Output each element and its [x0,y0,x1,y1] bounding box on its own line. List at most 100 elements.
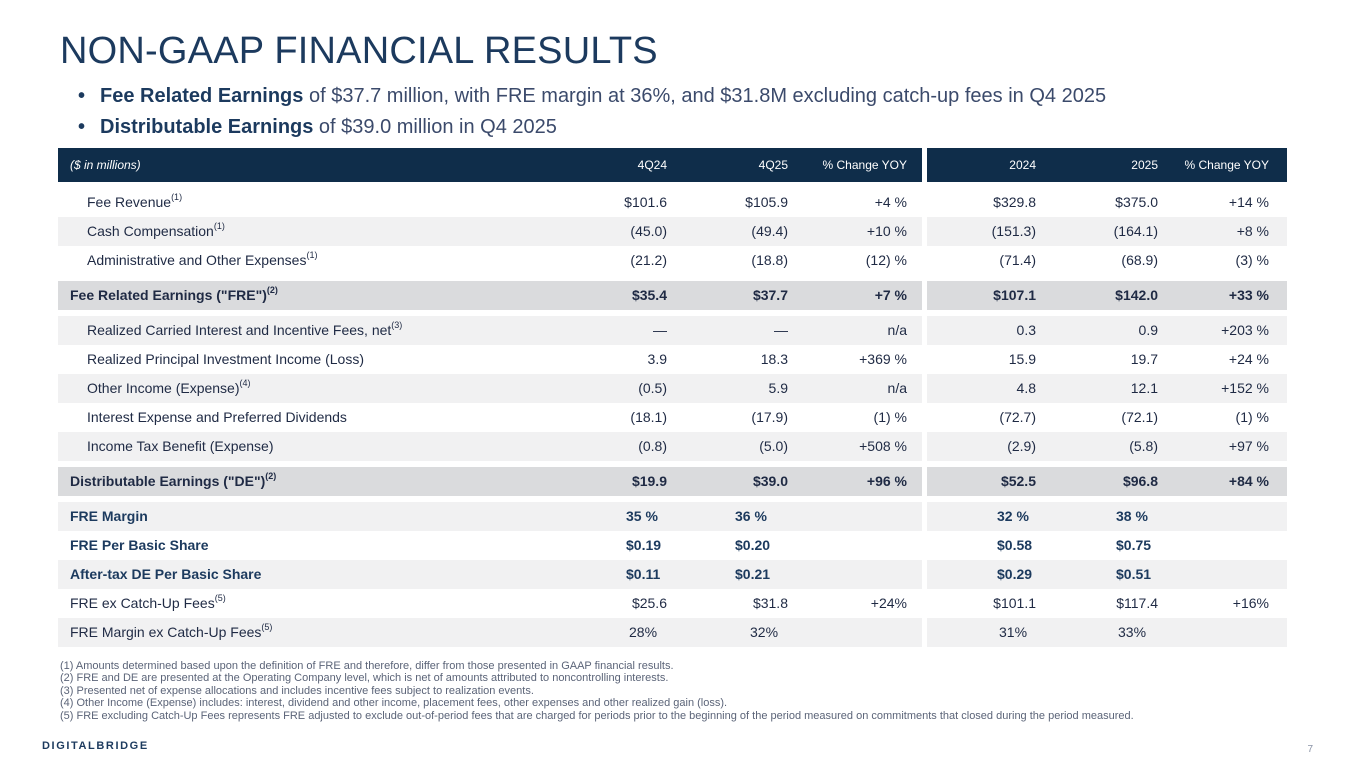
row-value: (1) % [873,409,907,425]
row-value: +203 % [1221,322,1269,338]
summary-bullets: • Fee Related Earnings of $37.7 million, … [78,82,1106,144]
table-row-principal-investment: Realized Principal Investment Income (Lo… [58,345,1287,374]
row-label: FRE Per Basic Share [70,537,209,553]
row-value: 32 % [997,508,1029,524]
row-value: $52.5 [1000,473,1036,489]
bullet-fre: • Fee Related Earnings of $37.7 million, … [78,82,1106,113]
row-value: (45.0) [630,223,667,239]
row-value: 35 % [626,508,658,524]
footnote: (4) Other Income (Expense) includes: int… [60,697,728,710]
header-quarter-change: % Change YOY [822,158,908,172]
row-value: +24 % [1228,351,1269,367]
row-value: $117.4 [1116,595,1158,611]
table-row-income-tax: Income Tax Benefit (Expense) (0.8) (5.0)… [58,432,1287,461]
header-4q24: 4Q24 [637,158,667,172]
row-label: After-tax DE Per Basic Share [70,566,262,582]
row-value: 18.3 [760,351,788,367]
row-label: Realized Carried Interest and Incentive … [87,320,403,338]
row-value: (3) % [1235,252,1269,268]
row-value: (0.5) [638,380,667,396]
row-value: $39.0 [752,473,788,489]
row-value: (18.8) [751,252,788,268]
row-value: $107.1 [993,287,1036,303]
row-value: (2.9) [1007,438,1036,454]
row-label: Fee Related Earnings ("FRE")(2) [70,285,278,303]
footnotes: (1) Amounts determined based upon the de… [60,660,1134,722]
row-value: (18.1) [630,409,667,425]
table-row-de-per-share: After-tax DE Per Basic Share $0.11 $0.21… [58,560,1287,589]
row-value: +8 % [1236,223,1269,239]
row-value: — [653,322,667,338]
table-row-fre-ex-catchup: FRE ex Catch-Up Fees(5) $25.6 $31.8 +24%… [58,589,1287,618]
row-value: 19.7 [1130,351,1158,367]
row-label: Distributable Earnings ("DE")(2) [70,471,277,489]
row-value: +24% [870,595,907,611]
row-label: Income Tax Benefit (Expense) [87,438,274,454]
row-value: $0.21 [735,566,771,582]
footnote: (3) Presented net of expense allocations… [60,684,534,697]
row-value: +84 % [1228,473,1269,489]
row-value: +369 % [859,351,907,367]
table-row-fre-margin: FRE Margin 35 % 36 % 32 % 38 % [58,502,1287,531]
row-value: 32% [750,624,779,640]
row-label: Administrative and Other Expenses(1) [87,250,318,268]
row-value: $0.19 [626,537,662,553]
financial-results-table: ($ in millions) 4Q24 4Q25 % Change YOY 2… [58,148,1287,647]
company-logo: DIGITALBRIDGE [42,740,149,752]
footnote: (2) FRE and DE are presented at the Oper… [60,672,669,685]
row-value: $25.6 [631,595,667,611]
table-row-fee-revenue: Fee Revenue(1) $101.6 $105.9 +4 % $329.8… [58,188,1287,217]
row-value: $0.75 [1116,537,1152,553]
row-value: (1) % [1235,409,1269,425]
row-value: +97 % [1228,438,1269,454]
header-units: ($ in millions) [70,158,141,172]
row-value: $19.9 [631,473,667,489]
row-value: +16% [1232,595,1269,611]
table-row-carried-interest: Realized Carried Interest and Incentive … [58,316,1287,345]
row-value: 0.9 [1138,322,1158,338]
row-value: +7 % [874,287,907,303]
bullet-dot: • [78,85,86,107]
row-value: (12) % [865,252,907,268]
row-value: 0.3 [1016,322,1036,338]
bullet-de-bold: Distributable Earnings [100,116,314,138]
row-value: $101.1 [993,595,1036,611]
row-value: 15.9 [1008,351,1036,367]
row-value: (72.1) [1121,409,1158,425]
header-4q25: 4Q25 [758,158,788,172]
bullet-dot: • [78,116,86,138]
table-row-de-total: Distributable Earnings ("DE")(2) $19.9 $… [58,467,1287,496]
footnote: (5) FRE excluding Catch-Up Fees represen… [60,709,1134,722]
row-value: +14 % [1228,194,1269,210]
row-value: $0.51 [1116,566,1152,582]
row-value: 5.9 [768,380,788,396]
row-value: (17.9) [751,409,788,425]
table-row-fre-margin-ex-catchup: FRE Margin ex Catch-Up Fees(5) 28% 32% 3… [58,618,1287,647]
header-year-change: % Change YOY [1184,158,1270,172]
row-value: (21.2) [630,252,667,268]
row-label: Other Income (Expense)(4) [87,378,251,396]
row-value: (164.1) [1113,223,1158,239]
row-value: +10 % [866,223,907,239]
row-label: FRE Margin [70,508,148,524]
row-value: $96.8 [1122,473,1158,489]
table-row-fre-per-share: FRE Per Basic Share $0.19 $0.20 $0.58 $0… [58,531,1287,560]
bullet-fre-text: of $37.7 million, with FRE margin at 36%… [303,85,1107,107]
row-value: n/a [887,380,907,396]
row-value: (71.4) [999,252,1036,268]
row-value: $101.6 [624,194,667,210]
row-value: +33 % [1228,287,1269,303]
row-value: $31.8 [752,595,788,611]
bullet-de-text: of $39.0 million in Q4 2025 [313,116,557,138]
table-row-fre-total: Fee Related Earnings ("FRE")(2) $35.4 $3… [58,281,1287,310]
row-label: FRE ex Catch-Up Fees(5) [70,593,226,611]
row-label: Interest Expense and Preferred Dividends [87,409,347,425]
row-value: 33% [1118,624,1147,640]
row-value: 38 % [1116,508,1148,524]
row-value: (68.9) [1121,252,1158,268]
row-value: +96 % [866,473,907,489]
row-value: n/a [887,322,907,338]
row-value: $35.4 [631,287,667,303]
header-2025: 2025 [1131,158,1158,172]
row-value: (0.8) [638,438,667,454]
